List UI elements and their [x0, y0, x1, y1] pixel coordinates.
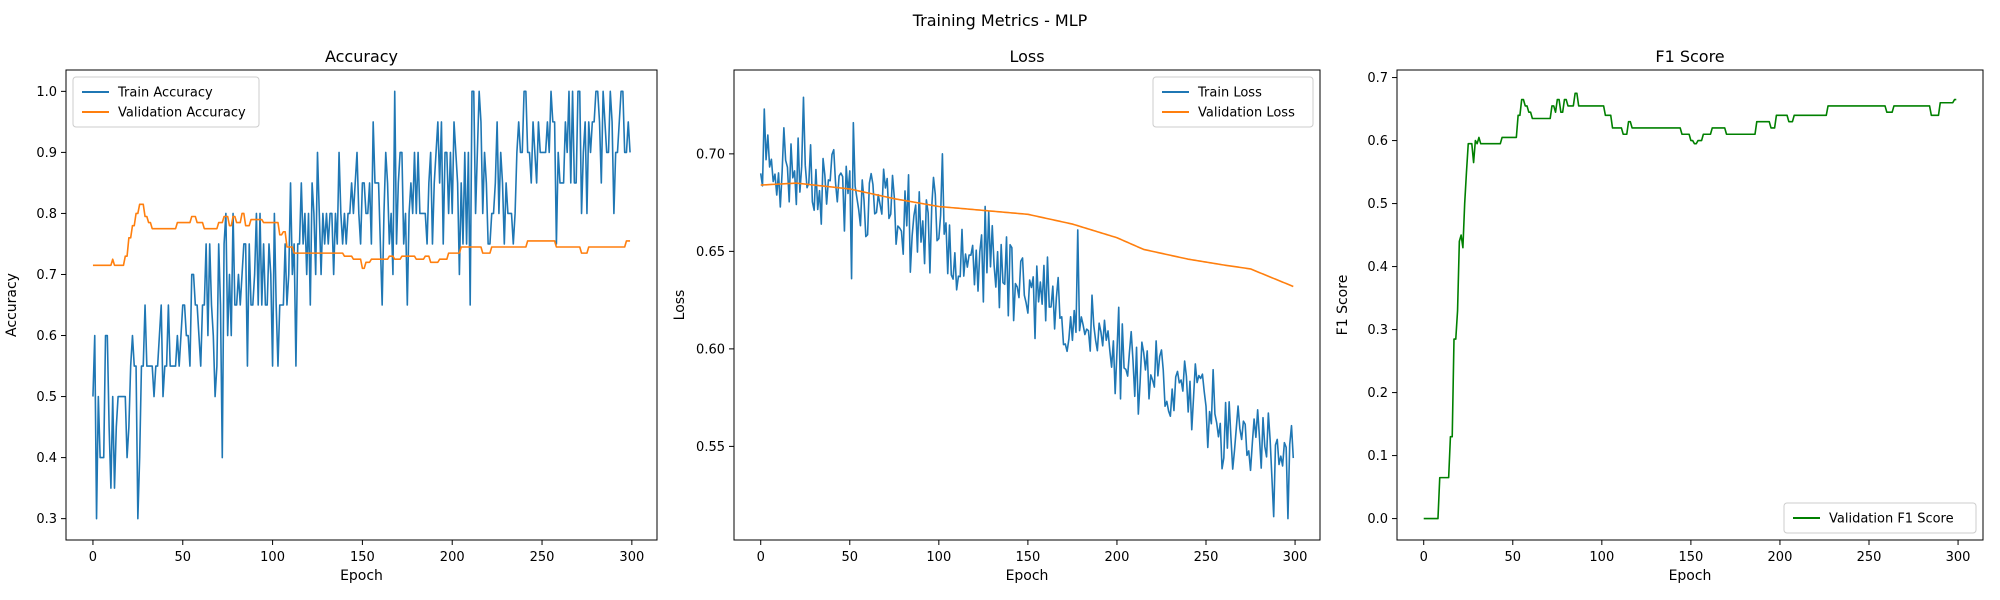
- series-line-train-loss: [759, 96, 1295, 520]
- y-axis-label: Accuracy: [4, 273, 20, 337]
- legend: Train Accuracy Validation Accuracy: [72, 76, 260, 128]
- y-tick-label: 0.7: [36, 268, 57, 283]
- x-tick-label: 200: [1105, 550, 1130, 565]
- x-axis-label: Epoch: [340, 568, 383, 584]
- y-tick-label: 0.3: [1367, 323, 1388, 338]
- y-tick-label: 0.9: [36, 146, 57, 161]
- chart-panel-3: F1 Score 0 50 100 150 200 250 300 0.0 0.1 0.2 0.3 0.…: [1335, 47, 1984, 584]
- y-tick-label: 0.1: [1367, 449, 1388, 464]
- y-tick-label: 1.0: [36, 85, 57, 100]
- legend-entry: Train Accuracy: [117, 86, 213, 101]
- y-tick-label: 0.2: [1367, 386, 1388, 401]
- legend: Validation F1 Score: [1783, 502, 1977, 534]
- x-tick-label: 250: [1194, 550, 1219, 565]
- legend-entry: Validation Loss: [1198, 106, 1295, 121]
- chart-title: Accuracy: [325, 47, 398, 66]
- axes-frame: [733, 69, 1321, 541]
- legend-entry: Train Loss: [1197, 86, 1262, 101]
- y-tick-label: 0.70: [696, 147, 725, 162]
- x-tick-label: 250: [530, 550, 555, 565]
- series-line-validation-loss: [760, 182, 1294, 288]
- series-group: [1423, 92, 1957, 520]
- x-tick-label: 50: [1505, 550, 1522, 565]
- x-tick-label: 300: [1946, 550, 1971, 565]
- x-tick-label: 300: [619, 550, 644, 565]
- x-tick-label: 0: [89, 550, 97, 565]
- x-tick-label: 150: [1678, 550, 1703, 565]
- chart-panel-1: Accuracy 0 50 100 150 200 250 300 0.3 0.4 0.5 0.6 0.…: [4, 47, 658, 584]
- y-tick-label: 0.7: [1367, 71, 1388, 86]
- legend-entry: Validation F1 Score: [1829, 512, 1954, 527]
- y-tick-label: 0.55: [696, 440, 725, 455]
- x-tick-label: 200: [440, 550, 465, 565]
- x-tick-label: 300: [1283, 550, 1308, 565]
- series-group: [759, 96, 1295, 520]
- y-tick-label: 0.5: [36, 390, 57, 405]
- y-tick-label: 0.4: [1367, 260, 1388, 275]
- y-tick-label: 0.60: [696, 342, 725, 357]
- y-tick-label: 0.6: [1367, 134, 1388, 149]
- chart-panel-2: Loss 0 50 100 150 200 250 300 0.55 0.60 0.65 0.70 Ep…: [672, 47, 1321, 584]
- y-axis-label: F1 Score: [1335, 275, 1351, 336]
- x-tick-label: 150: [350, 550, 375, 565]
- series-line-validation-accuracy: [92, 203, 631, 270]
- x-tick-label: 250: [1857, 550, 1882, 565]
- chart-title: F1 Score: [1655, 47, 1724, 66]
- x-axis-label: Epoch: [1006, 568, 1049, 584]
- y-tick-label: 0.6: [36, 329, 57, 344]
- legend: Train Loss Validation Loss: [1152, 76, 1314, 128]
- x-tick-label: 150: [1015, 550, 1040, 565]
- y-tick-label: 0.0: [1367, 512, 1388, 527]
- figure-title: Training Metrics - MLP: [912, 11, 1088, 30]
- legend-box: [1152, 76, 1314, 128]
- x-tick-label: 100: [926, 550, 951, 565]
- series-group: [92, 90, 631, 520]
- x-tick-label: 100: [1589, 550, 1614, 565]
- chart-title: Loss: [1009, 47, 1044, 66]
- x-tick-label: 50: [174, 550, 191, 565]
- x-axis-label: Epoch: [1669, 568, 1712, 584]
- y-axis-label: Loss: [672, 290, 688, 321]
- legend-box: [72, 76, 260, 128]
- legend-entry: Validation Accuracy: [118, 106, 246, 121]
- legend-box: [1783, 502, 1977, 534]
- series-line-train-accuracy: [92, 90, 631, 520]
- axes-frame: [1396, 69, 1984, 541]
- x-tick-label: 0: [757, 550, 765, 565]
- y-tick-label: 0.5: [1367, 197, 1388, 212]
- x-tick-label: 100: [260, 550, 285, 565]
- x-tick-label: 200: [1768, 550, 1793, 565]
- series-line-validation-f1-score: [1423, 92, 1957, 520]
- y-tick-label: 0.8: [36, 207, 57, 222]
- x-tick-label: 50: [842, 550, 859, 565]
- y-tick-label: 0.65: [696, 245, 725, 260]
- axes-frame: [65, 69, 658, 541]
- x-tick-label: 0: [1420, 550, 1428, 565]
- y-tick-label: 0.3: [36, 512, 57, 527]
- y-tick-label: 0.4: [36, 451, 57, 466]
